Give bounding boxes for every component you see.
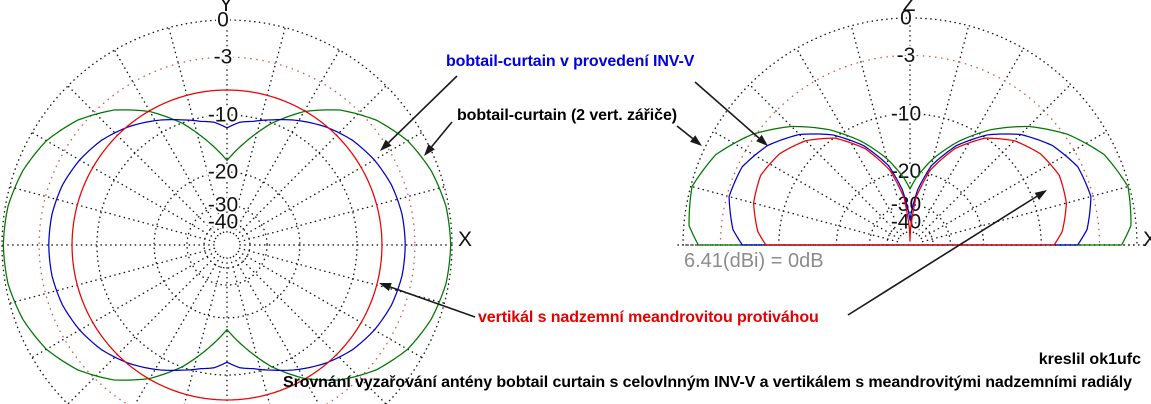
azimuth-pattern: 0 -3 -10 -20 -30-40 Y X bbox=[1, 0, 472, 404]
arrow-head bbox=[379, 283, 392, 291]
azimuth-pattern-ring-label: -10 bbox=[208, 103, 238, 126]
gain-reference-text: 6.41(dBi) = 0dB bbox=[684, 250, 824, 272]
callout-vertical-meander: vertikál s nadzemní meandrovitou protivá… bbox=[478, 309, 819, 326]
arrow-line bbox=[847, 195, 1038, 316]
elevation-pattern-ring-label: -3 bbox=[897, 44, 916, 67]
elevation-pattern-curve bbox=[728, 133, 1092, 246]
arrow-line bbox=[431, 121, 453, 148]
arrow-head bbox=[1034, 190, 1047, 200]
arrow-head bbox=[424, 144, 435, 156]
arrow-line bbox=[390, 286, 476, 318]
arrow-head bbox=[690, 135, 702, 146]
azimuth-pattern-axis-right-label: X bbox=[458, 228, 472, 251]
elevation-pattern-curve bbox=[752, 137, 1068, 246]
arrow-line bbox=[388, 75, 458, 144]
callout-inv-v: bobtail-curtain v provedení INV-V bbox=[446, 53, 695, 70]
azimuth-pattern-curve bbox=[2, 109, 452, 381]
arrow-line bbox=[694, 81, 760, 139]
azimuth-pattern-ring-label: 0 bbox=[217, 9, 229, 32]
azimuth-pattern-curve bbox=[48, 118, 406, 372]
callout-arrows bbox=[379, 75, 1047, 318]
arrow-line bbox=[676, 125, 694, 140]
elevation-pattern-ring-label: 0 bbox=[900, 7, 912, 30]
callout-bobtail-curtain: bobtail-curtain (2 vert. zářiče) bbox=[457, 107, 677, 124]
elevation-pattern-curve bbox=[688, 125, 1132, 246]
elevation-pattern-axis-right-label: X bbox=[1143, 228, 1151, 251]
elevation-pattern-ring-label: -40 bbox=[891, 210, 921, 233]
elevation-pattern-ring-label: -10 bbox=[891, 102, 921, 125]
author-credit: kreslil ok1ufc bbox=[1038, 351, 1141, 368]
azimuth-pattern-ring-label: -20 bbox=[208, 161, 238, 184]
figure-caption: Srovnání vyzařování antény bobtail curta… bbox=[283, 374, 1132, 391]
azimuth-pattern-ring-label: -40 bbox=[208, 211, 238, 234]
azimuth-pattern-ring-label: -3 bbox=[214, 46, 233, 69]
elevation-pattern-axis-top-label: Z bbox=[903, 0, 916, 16]
azimuth-pattern-axis-top-label: Y bbox=[219, 0, 233, 16]
arrow-head bbox=[380, 139, 392, 151]
azimuth-pattern-ring-label: -30 bbox=[208, 193, 238, 216]
arrow-head bbox=[756, 134, 768, 146]
azimuth-pattern-curve bbox=[71, 89, 383, 401]
